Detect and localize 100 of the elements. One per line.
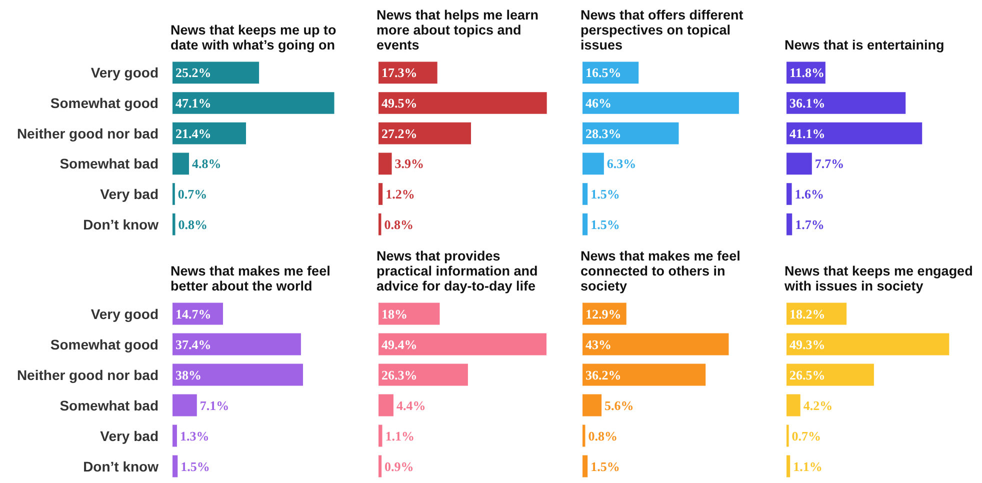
y-tick-label: Neither good nor bad [16, 366, 159, 383]
bar [786, 213, 792, 236]
bar [582, 122, 679, 144]
bar [582, 424, 586, 447]
data-label: 1.5% [180, 458, 210, 474]
y-tick-label: Very bad [100, 186, 159, 202]
bar [172, 62, 260, 84]
data-label: 7.7% [814, 156, 844, 172]
bar [786, 394, 800, 416]
data-label: 1.3% [180, 428, 210, 444]
y-tick-label: Somewhat bad [60, 397, 159, 414]
data-label: 14.7% [176, 306, 212, 322]
bar [582, 183, 588, 205]
data-label: 21.4% [176, 126, 212, 141]
bar [378, 92, 547, 114]
bar [582, 364, 706, 386]
data-label: 46% [586, 96, 612, 110]
data-label: 6.3% [606, 156, 636, 172]
chart-title: News that keeps me up to date with what’s going on [170, 22, 336, 52]
bar [172, 213, 176, 236]
y-tick-label: Somewhat bad [60, 156, 159, 172]
y-tick-label: Somewhat good [50, 336, 159, 352]
bar [786, 183, 792, 205]
bar [172, 152, 189, 175]
data-label: 0.7% [178, 186, 208, 202]
data-label: 18.2% [790, 306, 826, 322]
data-label: 4.2% [803, 398, 833, 413]
data-label: 26.5% [790, 367, 826, 382]
data-label: 1.7% [795, 216, 824, 232]
bar [172, 364, 304, 386]
data-label: 0.8% [178, 216, 208, 232]
data-label: 1.6% [794, 186, 824, 202]
bar [172, 122, 246, 144]
data-label: 49.3% [790, 336, 826, 352]
bar [582, 333, 729, 356]
bar [378, 394, 394, 416]
data-label: 36.2% [586, 367, 622, 382]
bar [786, 122, 922, 144]
bar [582, 455, 588, 478]
bar [582, 92, 739, 114]
data-label: 5.6% [604, 398, 634, 413]
data-label: 0.8% [588, 428, 618, 444]
data-label: 1.5% [590, 216, 620, 232]
data-label: 16.5% [586, 65, 622, 80]
data-label: 43% [586, 336, 612, 352]
y-tick-label: Very bad [100, 428, 159, 444]
bar [172, 333, 301, 356]
bar [378, 122, 471, 144]
data-label: 1.1% [793, 458, 822, 474]
data-label: 27.2% [382, 126, 418, 141]
chart-title: News that is entertaining [784, 38, 944, 52]
chart-title: News that provides practical information and advice for day-to-day life [376, 248, 538, 294]
chart-title: News that offers different perspectives on topical issues [580, 8, 744, 52]
data-label: 1.5% [590, 186, 620, 202]
bar [378, 364, 468, 386]
bar [172, 424, 177, 447]
y-tick-label: Don’t know [83, 216, 159, 232]
data-label: 47.1% [176, 96, 212, 110]
y-tick-label: Very good [90, 64, 159, 81]
bar [582, 394, 602, 416]
bar [786, 152, 812, 175]
data-label: 1.2% [386, 186, 415, 202]
bar [786, 364, 874, 386]
data-label: 37.4% [176, 336, 212, 352]
data-label: 38% [176, 367, 202, 382]
bar [378, 333, 546, 356]
data-label: 26.3% [382, 367, 418, 382]
data-label: 7.1% [200, 398, 230, 413]
data-label: 12.9% [586, 306, 622, 322]
bar [172, 394, 197, 416]
bar [172, 92, 334, 114]
data-label: 3.9% [394, 156, 424, 172]
bar [172, 455, 178, 478]
data-label: 1.5% [590, 458, 620, 474]
data-label: 4.4% [396, 398, 426, 413]
data-label: 36.1% [790, 96, 826, 110]
data-label: 25.2% [176, 65, 212, 80]
data-label: 18% [382, 306, 408, 322]
data-label: 0.8% [384, 216, 414, 232]
chart-title: News that makes me feel better about the world [170, 264, 330, 294]
bar [786, 455, 790, 478]
y-tick-label: Somewhat good [50, 95, 159, 111]
bar [378, 62, 438, 84]
data-label: 1.1% [385, 428, 414, 444]
bar [378, 183, 383, 205]
chart-title: News that makes me feel connected to others in society [580, 248, 740, 294]
y-tick-label: Don’t know [83, 458, 159, 474]
bar [786, 92, 906, 114]
y-tick-label: Neither good nor bad [16, 125, 159, 142]
data-label: 49.4% [382, 336, 418, 352]
data-label: 0.9% [384, 458, 414, 474]
data-label: 11.8% [790, 65, 825, 80]
data-label: 17.3% [382, 65, 418, 80]
chart-title: News that helps me learn more about topics and events [376, 8, 539, 52]
bar [582, 213, 588, 236]
bar [378, 424, 382, 447]
bar [582, 152, 604, 175]
bar [786, 333, 950, 356]
bar [378, 213, 382, 236]
data-label: 49.5% [382, 96, 418, 110]
